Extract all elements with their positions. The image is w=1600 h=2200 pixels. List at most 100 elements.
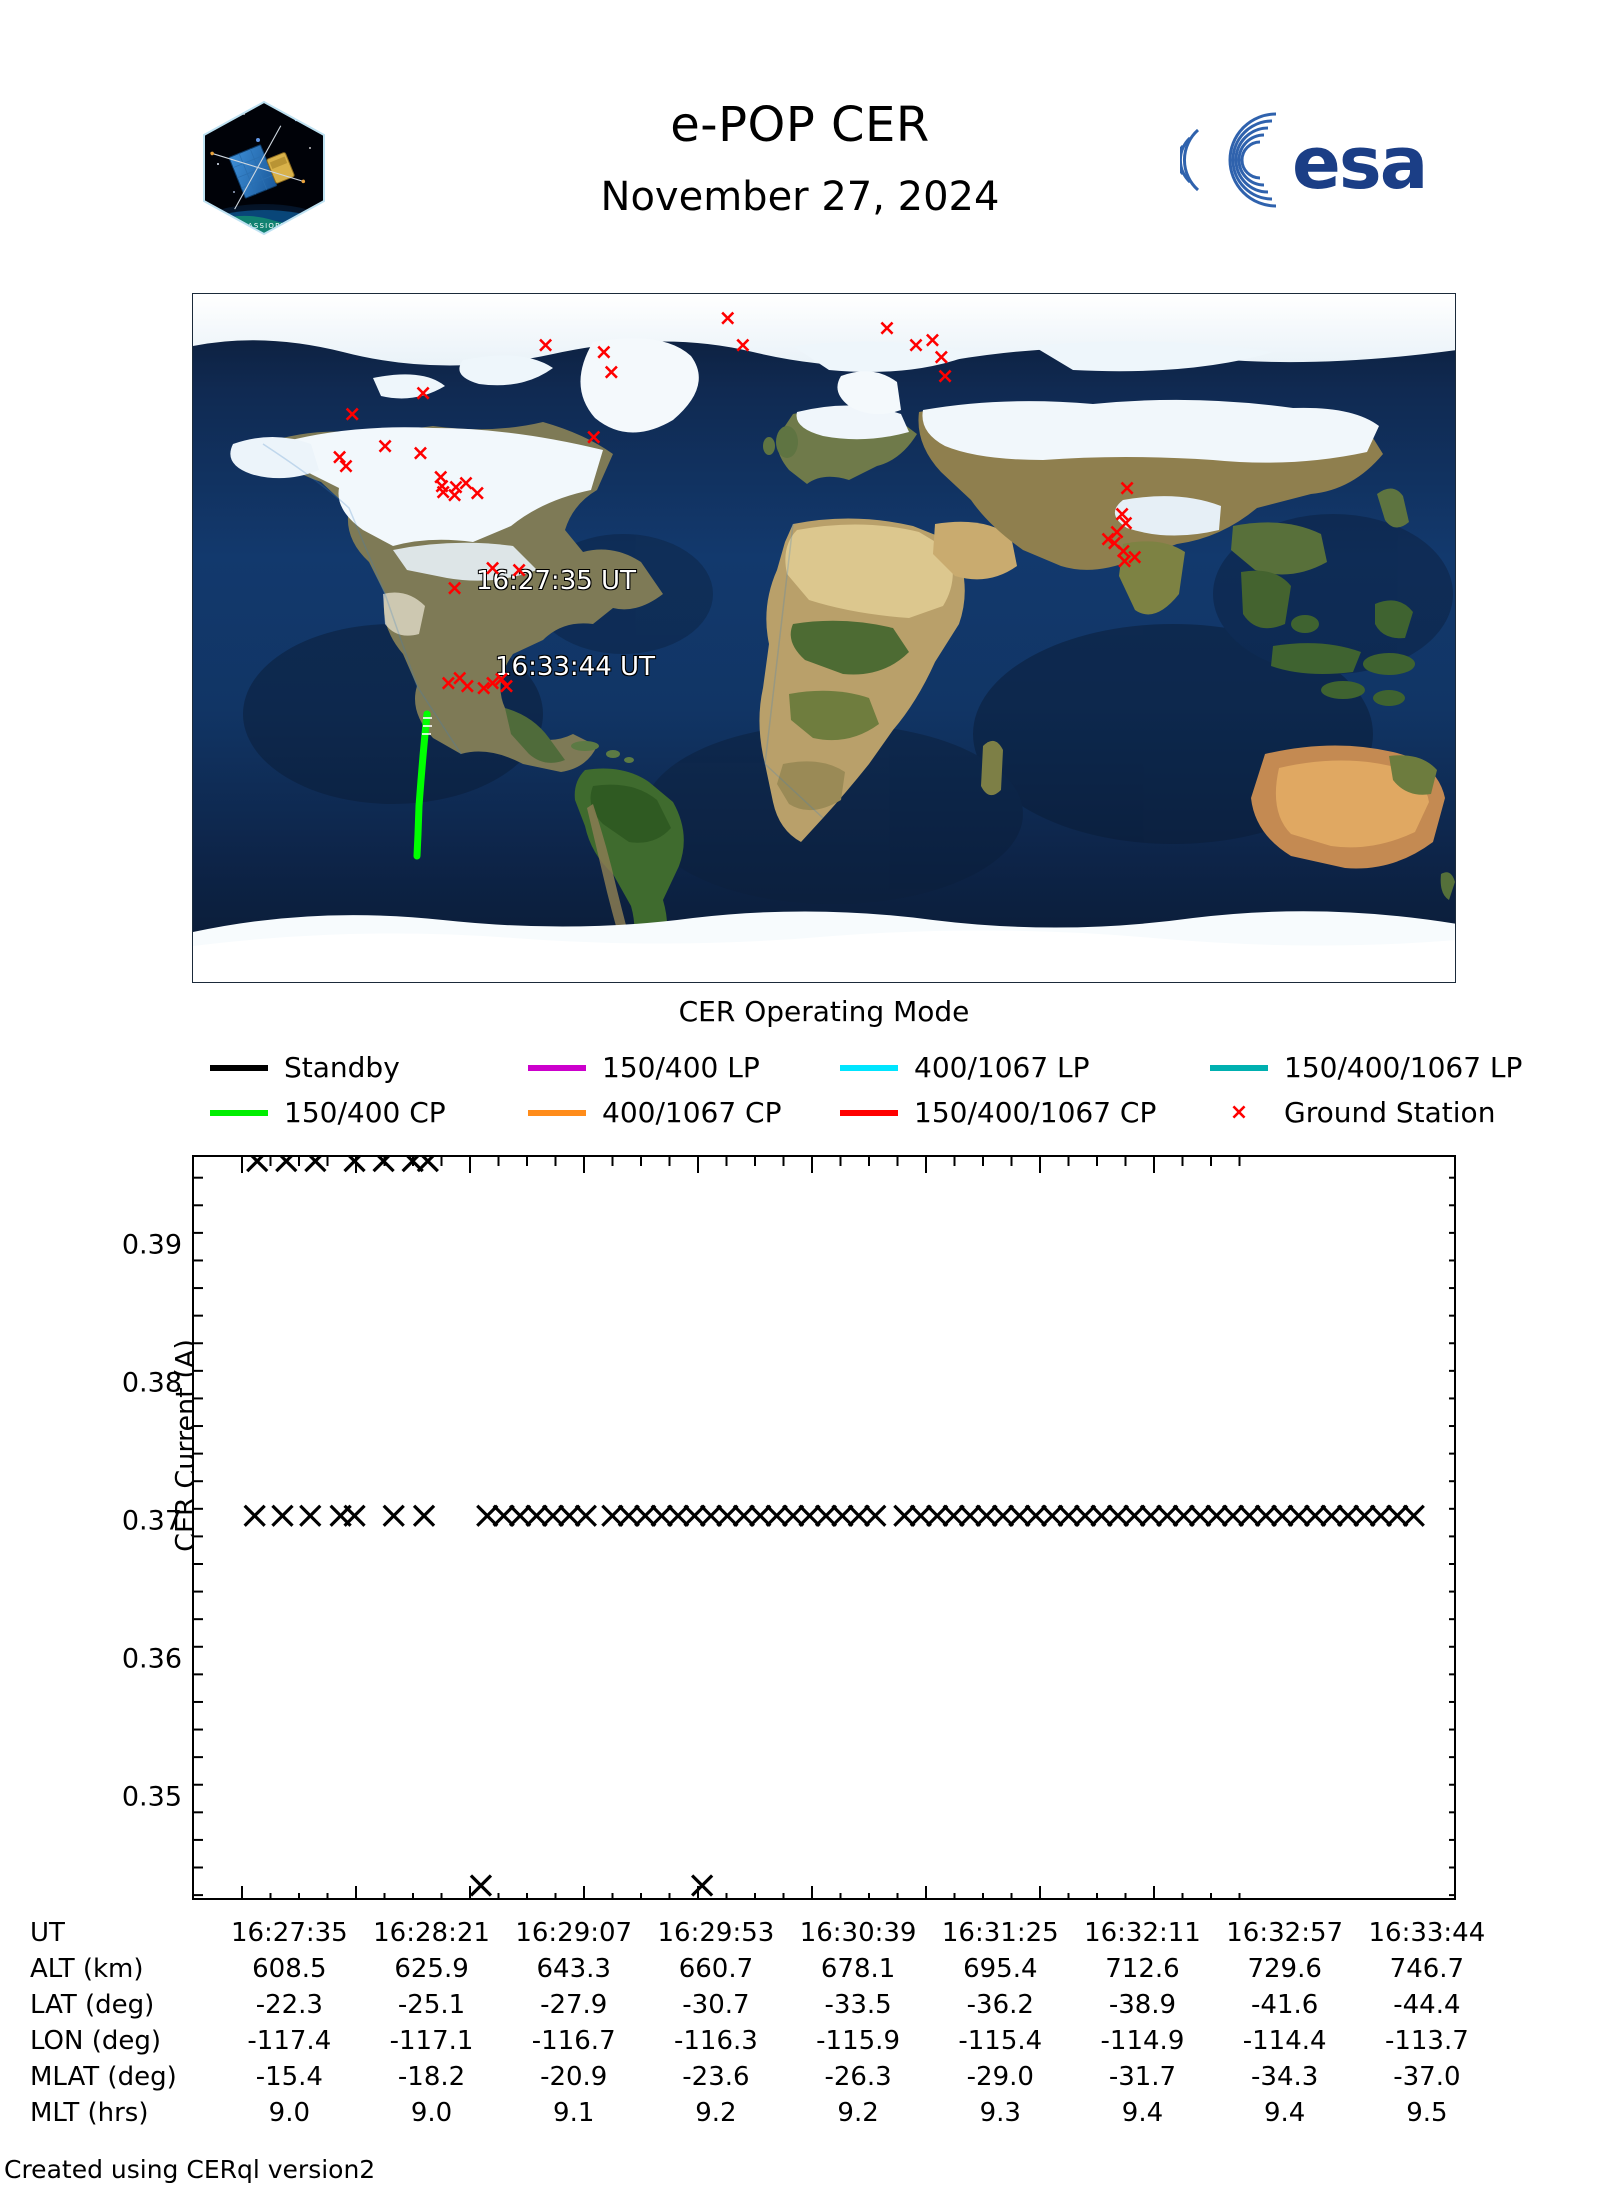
ground-station-marker: × [336,453,356,479]
data-point-marker [1254,1504,1278,1527]
cer-current-scatter-plot[interactable] [192,1155,1456,1900]
table-cell: -20.9 [540,2062,608,2092]
esa-arc-pattern [1175,112,1277,208]
ground-station-marker: × [468,481,487,507]
ground-station-marker: × [483,555,502,581]
data-point-marker [1073,1504,1097,1527]
table-cell: 16:29:07 [515,1918,633,1948]
title-block: e-POP CER November 27, 2024 [400,100,1200,221]
table-row: MLAT (deg) -15.4 -18.2 -20.9 -23.6 -26.3 -29.0… [28,2059,1498,2095]
data-point-marker [469,1874,493,1897]
line-swatch-icon [528,1064,586,1071]
data-point-marker [1008,1504,1031,1527]
data-point-marker [1353,1504,1376,1527]
data-point-marker [574,1504,597,1527]
table-cell: 9.4 [1121,2098,1164,2128]
operating-mode-legend: Standby 150/400 LP 400/1067 LP 150/400/1067… [210,1045,1522,1135]
table-cell: 643.3 [536,1954,611,1984]
footer-credit: Created using CERql version2 [4,2155,376,2184]
ground-station-marker: × [439,670,458,696]
table-cell: -36.2 [966,1990,1034,2020]
legend-entry-150-400-lp[interactable]: 150/400 LP [528,1051,760,1084]
table-cell: 16:32:57 [1226,1918,1344,1948]
ground-station-marker: × [343,401,362,427]
legend-entry-400-1067-lp[interactable]: 400/1067 LP [840,1051,1090,1084]
line-swatch-icon [210,1109,268,1116]
line-swatch-icon [840,1109,898,1116]
ground-station-marker: × [733,332,753,358]
data-point-marker [1057,1504,1080,1527]
y-axis-tick-labels: 0.35 0.36 0.37 0.38 0.39 [42,0,182,2200]
legend-entry-400-1067-cp[interactable]: 400/1067 CP [528,1096,781,1129]
data-point-marker [343,1157,366,1173]
data-point-marker [1172,1504,1195,1527]
table-cell: -114.4 [1242,2026,1327,2056]
esa-logo: esa [1175,108,1470,213]
table-row-label: LAT (deg) [30,1990,155,2020]
table-cell: -31.7 [1108,2062,1177,2092]
data-point-marker [893,1504,916,1527]
ground-station-marker: × [434,479,453,505]
data-point-marker [492,1504,515,1527]
data-point-marker [1123,1504,1146,1527]
x-axis-ticks [241,1157,1241,1898]
table-row: LON (deg) -117.4 -117.1 -116.7 -116.3 -115.9 -… [28,2023,1498,2059]
world-map-image [193,294,1455,982]
data-point-marker [1320,1504,1343,1527]
table-cell: -115.4 [958,2026,1043,2056]
table-cell: 9.2 [695,2098,737,2128]
data-point-marker [412,1504,436,1527]
ground-station-marker: × [450,666,469,692]
table-cell: 625.9 [394,1954,469,1984]
legend-entry-standby[interactable]: Standby [210,1051,400,1084]
data-point-marker [343,1504,366,1527]
x-marker-icon: × [1229,1100,1249,1125]
ground-station-marker: × [458,673,477,699]
data-point-marker [814,1504,838,1527]
ground-station-marker: × [474,675,493,701]
table-cell: 660.7 [678,1954,754,1984]
data-point-marker [864,1504,887,1527]
ground-station-marker: × [432,473,452,499]
legend-entry-150-400-1067-cp[interactable]: 150/400/1067 CP [840,1096,1156,1129]
esa-wordmark: esa [1292,121,1426,205]
table-row-label: UT [30,1918,65,1948]
legend-label: 150/400 LP [602,1051,760,1084]
ground-station-marker: × [1125,544,1144,570]
legend-entry-150-400-cp[interactable]: 150/400 CP [210,1096,446,1129]
legend-row: 150/400 CP 400/1067 CP 150/400/1067 CP × Gro… [210,1090,1495,1135]
ground-station-marker: × [445,576,464,602]
data-point-marker [716,1504,739,1527]
ephemeris-table: UT 16:27:35 16:28:21 16:29:07 16:29:53 16:30:… [28,1915,1498,2131]
data-point-marker [847,1504,870,1527]
legend-label: 150/400/1067 LP [1284,1051,1523,1084]
legend-entry-ground-station[interactable]: × Ground Station [1210,1096,1496,1129]
data-point-marker [942,1504,965,1527]
table-cell: -25.1 [397,1990,466,2020]
table-cell: 9.2 [837,2098,879,2128]
data-point-marker [782,1504,805,1527]
data-point-marker [749,1504,772,1527]
y-tick-label: 0.39 [121,1229,182,1261]
data-point-marker [1369,1504,1393,1527]
ground-station-marker: × [492,667,511,693]
data-point-marker [909,1504,932,1527]
data-point-marker [508,1504,532,1527]
ground-station-marker: × [330,444,349,470]
y-tick-label: 0.37 [121,1505,182,1537]
table-row-label: ALT (km) [30,1954,144,1984]
data-point-marker [634,1504,657,1527]
table-cell: -34.3 [1251,2062,1319,2092]
table-cell: -27.9 [540,1990,608,2020]
data-point-marker [1386,1504,1409,1527]
page-subtitle: November 27, 2024 [600,174,1000,221]
data-point-marker [1156,1504,1179,1527]
legend-entry-150-400-1067-lp[interactable]: 150/400/1067 LP [1210,1051,1522,1084]
data-point-marker [525,1504,548,1527]
table-cell: -113.7 [1384,2026,1469,2056]
world-map-panel[interactable]: 16:27:35 UT 16:33:44 UT × × × × × × × × × × × × × × × ×… [192,293,1456,983]
table-cell: -30.7 [682,1990,750,2020]
ground-station-marker: × [594,340,614,366]
data-point-marker [958,1504,982,1527]
table-cell: -23.6 [682,2062,750,2092]
